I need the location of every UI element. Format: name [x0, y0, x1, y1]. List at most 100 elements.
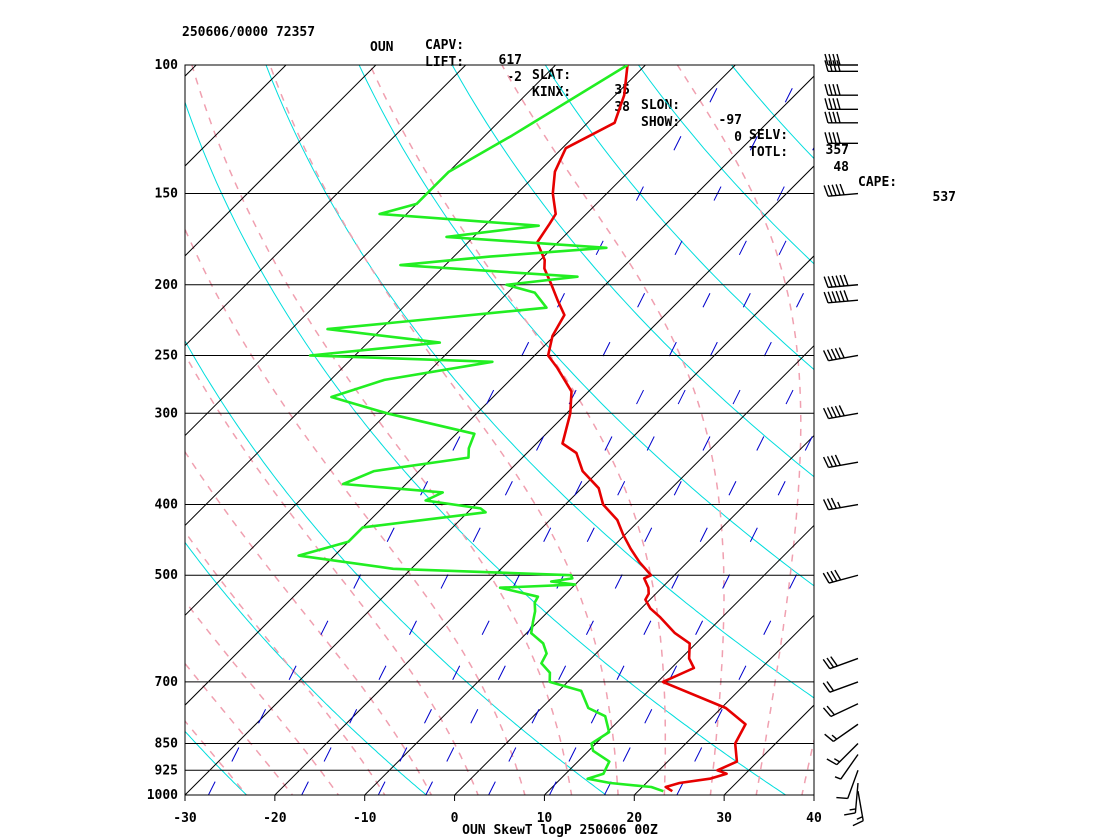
mixing-ratio-line	[617, 481, 626, 496]
mixing-ratio-line	[301, 781, 309, 795]
mixing-ratio-line	[834, 390, 841, 404]
wind-barb-staff	[829, 681, 859, 693]
mixing-ratio-line	[954, 293, 961, 307]
mixing-ratio-line	[785, 389, 794, 405]
wind-barb-flag	[836, 60, 841, 72]
isotherm	[185, 165, 814, 795]
mixing-ratio-line	[644, 527, 653, 542]
temperature-tick-label: 20	[626, 811, 642, 826]
slon-value: -97	[718, 113, 742, 128]
mixing-ratio-line	[789, 574, 798, 589]
capv-label: CAPV:	[425, 38, 465, 53]
temperature-tick-label: -30	[173, 811, 197, 826]
mixing-ratio-line	[778, 240, 787, 256]
mixing-ratio-line	[323, 747, 332, 762]
wind-barb	[824, 53, 858, 66]
mixing-ratio-line	[702, 436, 711, 451]
mixing-ratio-line	[728, 481, 737, 496]
mixing-ratio-line	[568, 747, 577, 762]
wind-barb-flag	[843, 290, 849, 302]
wind-barb-staff	[840, 754, 859, 780]
isotherm	[723, 704, 814, 795]
wind-barb-flag	[824, 98, 829, 110]
mixing-ratio-line	[521, 341, 530, 357]
wind-barb-flag	[830, 406, 837, 418]
mixing-ratio-line	[258, 709, 267, 724]
mixing-ratio-line	[816, 528, 823, 542]
isotherm	[453, 434, 814, 795]
dry-adiabat	[185, 339, 607, 795]
mixing-ratio-line	[695, 620, 704, 635]
mixing-ratio-line	[614, 574, 623, 589]
show-value: 0	[734, 130, 742, 145]
wind-barb-flag	[826, 657, 835, 668]
wind-barb-staff	[828, 412, 859, 420]
temperature-tick-label: 10	[537, 811, 553, 826]
mixing-ratio-line	[504, 481, 513, 496]
mixing-ratio-line	[714, 709, 723, 724]
wind-barb-flag	[822, 456, 830, 468]
wind-barb-flag	[826, 498, 834, 510]
wind-barb-staff	[828, 284, 859, 289]
profiles	[297, 65, 747, 793]
wind-barb-flag	[828, 98, 833, 110]
pressure-tick-label: 1000	[147, 788, 178, 803]
capv-value: 617	[498, 53, 522, 68]
pressure-tick-label: 850	[155, 736, 179, 751]
mixing-ratio-line	[574, 481, 583, 496]
mixing-ratio-line	[882, 241, 889, 255]
wind-barb-flag	[822, 572, 830, 584]
mixing-ratio-line	[668, 341, 677, 357]
wind-barb-flag	[827, 291, 833, 303]
mixing-ratio-line	[1051, 136, 1058, 150]
wind-barb-flag	[828, 111, 833, 123]
wind-barb	[824, 60, 858, 72]
mixing-ratio-line	[763, 620, 772, 635]
mixing-ratio-line	[207, 781, 216, 795]
mixing-ratio-line	[868, 187, 875, 201]
mixing-ratio-line	[749, 136, 758, 151]
cape-value: 537	[932, 190, 956, 205]
mixing-ratio-line	[349, 709, 358, 724]
wind-barb-flag	[823, 276, 829, 288]
wind-barb	[822, 703, 859, 718]
wind-barb	[824, 111, 858, 124]
isotherm	[185, 65, 736, 616]
mixing-ratio-line	[749, 527, 758, 542]
mixing-ratio-line	[440, 574, 449, 589]
wind-barb-flag	[827, 276, 833, 288]
wind-barb-flag	[822, 707, 832, 717]
wind-barb	[836, 770, 859, 800]
mixing-ratio-line	[738, 665, 747, 680]
wind-barb-flag	[822, 658, 831, 670]
pressure-tick-label: 400	[155, 498, 179, 513]
wind-barb	[826, 742, 859, 766]
wind-barb-flag	[832, 84, 837, 96]
station-id: OUN	[370, 40, 394, 55]
dry-adiabat	[185, 100, 787, 795]
mixing-ratio-line	[709, 341, 718, 357]
wind-barb-flag	[832, 98, 837, 110]
moist-adiabat	[185, 719, 248, 795]
isotherm	[633, 614, 814, 795]
station-time: 250606/0000 72357	[182, 25, 316, 40]
wind-barb-staff	[854, 782, 859, 813]
pressure-tick-label: 300	[155, 406, 179, 421]
mixing-ratio-line	[763, 341, 772, 357]
mixing-ratio-line	[377, 781, 386, 795]
isobars	[184, 64, 815, 796]
moist-adiabat	[185, 530, 386, 795]
mixing-ratio-line	[586, 527, 595, 542]
wind-barb-flag	[835, 275, 841, 287]
wind-barb-flag	[828, 53, 833, 66]
mixing-ratio-line	[409, 620, 417, 635]
wind-barb-staff	[828, 299, 859, 304]
wind-barb-staff	[828, 192, 859, 197]
mixing-ratio-line	[1020, 187, 1027, 201]
wind-barb-flag	[831, 291, 837, 303]
mixing-ratio-line	[831, 241, 838, 255]
isotherm	[185, 65, 197, 77]
moist-adiabat	[369, 65, 667, 795]
moist-adiabat	[185, 450, 433, 795]
